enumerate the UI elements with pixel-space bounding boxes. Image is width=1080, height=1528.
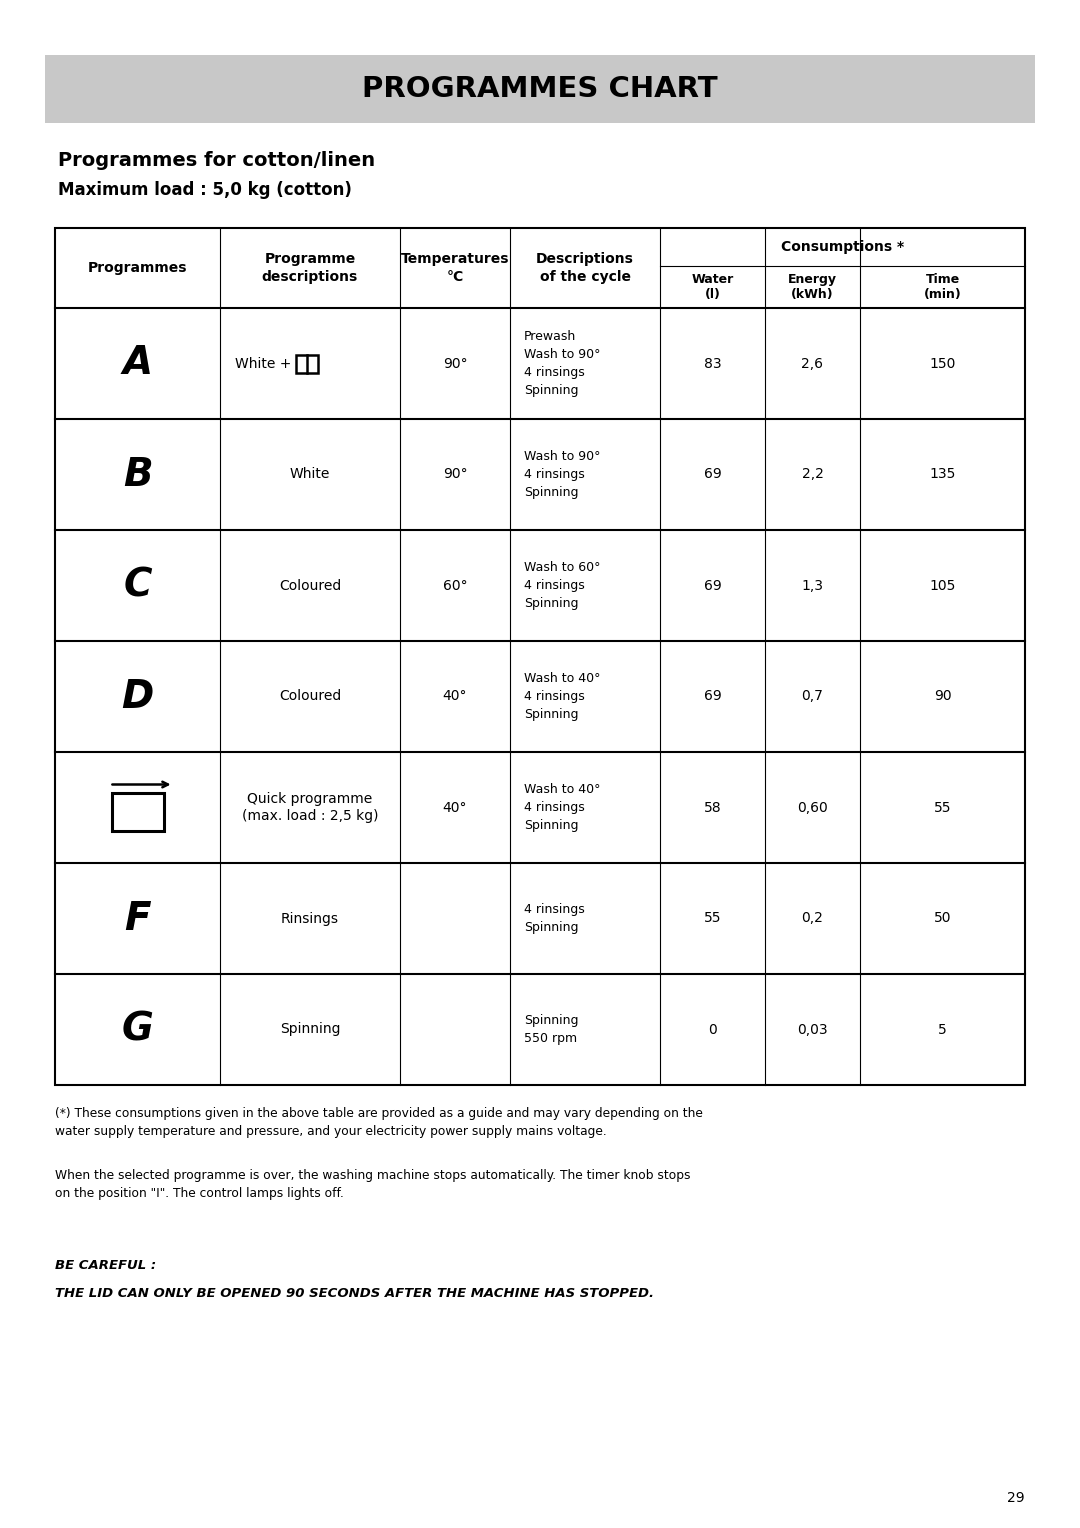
Text: Consumptions *: Consumptions * [781, 240, 904, 254]
Text: Coloured: Coloured [279, 689, 341, 703]
Text: 0,7: 0,7 [801, 689, 823, 703]
Text: A: A [122, 344, 152, 382]
Text: 90°: 90° [443, 356, 468, 370]
Text: BE CAREFUL :: BE CAREFUL : [55, 1259, 157, 1271]
Text: Rinsings: Rinsings [281, 912, 339, 926]
Text: 105: 105 [929, 579, 956, 593]
Text: Wash to 90°: Wash to 90° [524, 348, 600, 361]
Text: 1,3: 1,3 [801, 579, 824, 593]
Text: Prewash: Prewash [524, 330, 577, 342]
Text: 69: 69 [704, 468, 721, 481]
Text: 0,2: 0,2 [801, 912, 823, 926]
Text: PROGRAMMES CHART: PROGRAMMES CHART [362, 75, 718, 102]
Text: 4 rinsings: 4 rinsings [524, 579, 584, 591]
Text: Spinning: Spinning [280, 1022, 340, 1036]
Text: 4 rinsings: 4 rinsings [524, 367, 584, 379]
Text: Coloured: Coloured [279, 579, 341, 593]
Text: 90°: 90° [443, 468, 468, 481]
Text: 4 rinsings: 4 rinsings [524, 691, 584, 703]
Text: Spinning: Spinning [524, 707, 579, 721]
Text: (*) These consumptions given in the above table are provided as a guide and may : (*) These consumptions given in the abov… [55, 1106, 703, 1138]
Text: 55: 55 [934, 801, 951, 814]
Text: G: G [122, 1010, 153, 1048]
Text: C: C [123, 567, 152, 605]
Text: When the selected programme is over, the washing machine stops automatically. Th: When the selected programme is over, the… [55, 1169, 690, 1201]
Text: Spinning: Spinning [524, 486, 579, 500]
Text: F: F [124, 900, 151, 938]
Text: 40°: 40° [443, 689, 468, 703]
Text: 135: 135 [929, 468, 956, 481]
Text: Spinning: Spinning [524, 921, 579, 934]
Text: 4 rinsings: 4 rinsings [524, 903, 584, 915]
Text: 0,60: 0,60 [797, 801, 828, 814]
Text: 2,6: 2,6 [801, 356, 824, 370]
Text: Wash to 40°: Wash to 40° [524, 672, 600, 685]
Text: Programme
descriptions: Programme descriptions [261, 252, 359, 284]
Text: 58: 58 [704, 801, 721, 814]
Bar [45, 55, 1035, 122]
Text: Programmes: Programmes [87, 261, 187, 275]
Text: 4 rinsings: 4 rinsings [524, 801, 584, 814]
Text: 69: 69 [704, 689, 721, 703]
Text: White +: White + [235, 356, 296, 370]
Text: Spinning: Spinning [524, 597, 579, 610]
Text: Maximum load : 5,0 kg (cotton): Maximum load : 5,0 kg (cotton) [58, 180, 352, 199]
Text: 4 rinsings: 4 rinsings [524, 468, 584, 481]
Text: Programmes for cotton/linen: Programmes for cotton/linen [58, 150, 375, 170]
Text: Wash to 90°: Wash to 90° [524, 451, 600, 463]
Text: Descriptions
of the cycle: Descriptions of the cycle [536, 252, 634, 284]
Text: B: B [123, 455, 152, 494]
Text: THE LID CAN ONLY BE OPENED 90 SECONDS AFTER THE MACHINE HAS STOPPED.: THE LID CAN ONLY BE OPENED 90 SECONDS AF… [55, 1287, 654, 1300]
Text: Temperatures
°C: Temperatures °C [401, 252, 510, 284]
Text: Wash to 40°: Wash to 40° [524, 782, 600, 796]
Text: 5: 5 [939, 1022, 947, 1036]
Text: 0: 0 [708, 1022, 717, 1036]
Text: 90: 90 [934, 689, 951, 703]
Text: 55: 55 [704, 912, 721, 926]
Text: 150: 150 [929, 356, 956, 370]
Bar [55, 228, 1025, 1085]
Text: Wash to 60°: Wash to 60° [524, 561, 600, 575]
Text: 550 rpm: 550 rpm [524, 1031, 577, 1045]
Text: 60°: 60° [443, 579, 468, 593]
Bar [111, 793, 163, 831]
Text: 83: 83 [704, 356, 721, 370]
Text: White: White [289, 468, 330, 481]
Text: 40°: 40° [443, 801, 468, 814]
Text: 2,2: 2,2 [801, 468, 823, 481]
Text: Quick programme
(max. load : 2,5 kg): Quick programme (max. load : 2,5 kg) [242, 792, 378, 824]
Text: 0,03: 0,03 [797, 1022, 827, 1036]
Text: 50: 50 [934, 912, 951, 926]
Text: Time
(min): Time (min) [923, 274, 961, 301]
Text: Water
(l): Water (l) [691, 274, 733, 301]
Text: Spinning: Spinning [524, 1015, 579, 1027]
Text: Spinning: Spinning [524, 819, 579, 833]
Text: 69: 69 [704, 579, 721, 593]
Bar [296, 354, 318, 373]
Text: 29: 29 [1008, 1491, 1025, 1505]
Text: Spinning: Spinning [524, 384, 579, 397]
Text: D: D [121, 677, 153, 715]
Text: Energy
(kWh): Energy (kWh) [788, 274, 837, 301]
